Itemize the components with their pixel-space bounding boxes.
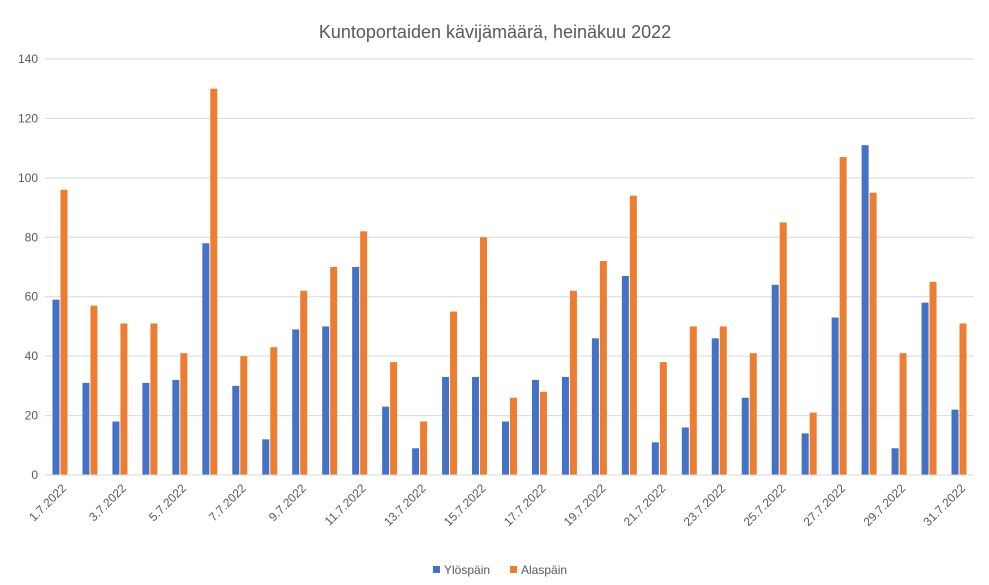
legend-label-alaspain: Alaspäin (521, 563, 567, 577)
bar-alaspain-11 (360, 231, 368, 475)
bar-alaspain-2 (90, 305, 98, 475)
bar-alaspain-1 (60, 189, 68, 475)
chart-title: Kuntoportaiden kävijämäärä, heinäkuu 202… (319, 22, 671, 42)
bar-alaspain-25 (779, 222, 787, 475)
bar-ylospain-17 (531, 379, 539, 475)
y-tick-label: 120 (18, 111, 38, 125)
bar-ylospain-25 (771, 284, 779, 475)
x-tick-label: 7.7.2022 (206, 481, 249, 524)
bar-ylospain-18 (561, 376, 569, 475)
bar-ylospain-10 (322, 326, 330, 475)
x-tick-label: 31.7.2022 (920, 481, 968, 529)
x-tick-label: 23.7.2022 (681, 481, 729, 529)
x-tick-label: 3.7.2022 (86, 481, 129, 524)
y-tick-label: 80 (25, 230, 39, 244)
grid-layer (45, 58, 974, 417)
legend-swatch-ylospain (433, 566, 440, 573)
x-tick-label: 19.7.2022 (561, 481, 609, 529)
bar-ylospain-19 (591, 338, 599, 475)
bar-ylospain-23 (711, 338, 719, 475)
bar-ylospain-3 (112, 421, 120, 475)
bar-ylospain-28 (861, 145, 869, 475)
bar-alaspain-13 (420, 421, 428, 475)
y-tick-label: 40 (25, 349, 39, 363)
bar-ylospain-13 (412, 448, 420, 475)
bar-alaspain-8 (270, 347, 278, 475)
y-tick-label: 0 (31, 468, 38, 482)
bar-ylospain-5 (172, 379, 180, 475)
y-tick-label: 100 (18, 171, 38, 185)
bar-alaspain-18 (569, 290, 577, 475)
bar-ylospain-16 (502, 421, 509, 475)
bar-ylospain-22 (681, 427, 689, 475)
bar-ylospain-29 (891, 448, 899, 475)
bar-ylospain-15 (472, 376, 480, 475)
x-tick-label: 13.7.2022 (381, 481, 429, 529)
bar-alaspain-3 (120, 323, 128, 475)
bar-alaspain-12 (390, 362, 398, 475)
bar-alaspain-26 (809, 412, 817, 475)
x-tick-label: 1.7.2022 (26, 481, 69, 524)
bar-ylospain-11 (352, 267, 360, 475)
x-tick-label: 9.7.2022 (266, 481, 309, 524)
bar-alaspain-9 (300, 290, 308, 475)
bar-alaspain-20 (629, 195, 637, 475)
bar-alaspain-24 (749, 353, 757, 475)
bar-alaspain-16 (510, 397, 517, 475)
axis-layer: 0 20 40 60 80 100 120 140 1.7.2022 3.7.2022 5.7.20… (18, 52, 974, 529)
bar-ylospain-4 (142, 382, 150, 475)
bar-ylospain-27 (831, 317, 839, 475)
bar-alaspain-17 (539, 391, 547, 475)
y-tick-label: 20 (25, 409, 39, 423)
x-tick-label: 11.7.2022 (322, 481, 369, 528)
bar-alaspain-29 (899, 353, 907, 475)
x-tick-label: 27.7.2022 (801, 481, 849, 529)
x-tick-label: 15.7.2022 (441, 481, 489, 529)
y-tick-label: 60 (25, 290, 39, 304)
bar-ylospain-8 (262, 439, 270, 475)
bar-alaspain-23 (719, 326, 727, 475)
legend-swatch-alaspain (510, 566, 517, 573)
bar-ylospain-6 (202, 243, 210, 475)
legend: Ylöspäin Alaspäin (433, 563, 567, 577)
bar-alaspain-31 (959, 323, 967, 475)
bar-alaspain-27 (839, 157, 847, 476)
bars-layer (52, 88, 967, 476)
bar-ylospain-7 (232, 385, 240, 475)
x-tick-label: 29.7.2022 (861, 481, 909, 529)
y-tick-label: 140 (18, 52, 38, 66)
bar-ylospain-14 (442, 376, 450, 475)
x-tick-label: 5.7.2022 (146, 481, 189, 524)
x-tick-label: 21.7.2022 (621, 481, 669, 529)
x-tick-label: 25.7.2022 (741, 481, 789, 529)
bar-alaspain-6 (210, 88, 218, 475)
bar-ylospain-30 (921, 302, 929, 475)
bar-alaspain-7 (240, 356, 248, 475)
legend-label-ylospain: Ylöspäin (444, 563, 490, 577)
bar-alaspain-14 (450, 311, 458, 475)
bar-ylospain-21 (651, 442, 659, 475)
bar-alaspain-21 (659, 362, 667, 475)
bar-alaspain-5 (180, 353, 188, 475)
bar-ylospain-24 (741, 397, 749, 475)
bar-alaspain-19 (599, 261, 607, 475)
bar-alaspain-10 (330, 267, 338, 475)
bar-ylospain-9 (292, 329, 300, 475)
bar-ylospain-20 (621, 275, 629, 475)
bar-alaspain-15 (480, 237, 488, 475)
bar-alaspain-30 (929, 281, 937, 475)
bar-alaspain-4 (150, 323, 158, 475)
bar-ylospain-26 (801, 433, 809, 475)
bar-alaspain-28 (869, 192, 877, 475)
bar-alaspain-22 (689, 326, 697, 475)
bar-ylospain-1 (52, 299, 60, 475)
bar-ylospain-12 (382, 406, 390, 475)
x-tick-label: 17.7.2022 (501, 481, 549, 529)
bar-ylospain-2 (82, 382, 90, 475)
bar-ylospain-31 (951, 409, 959, 475)
